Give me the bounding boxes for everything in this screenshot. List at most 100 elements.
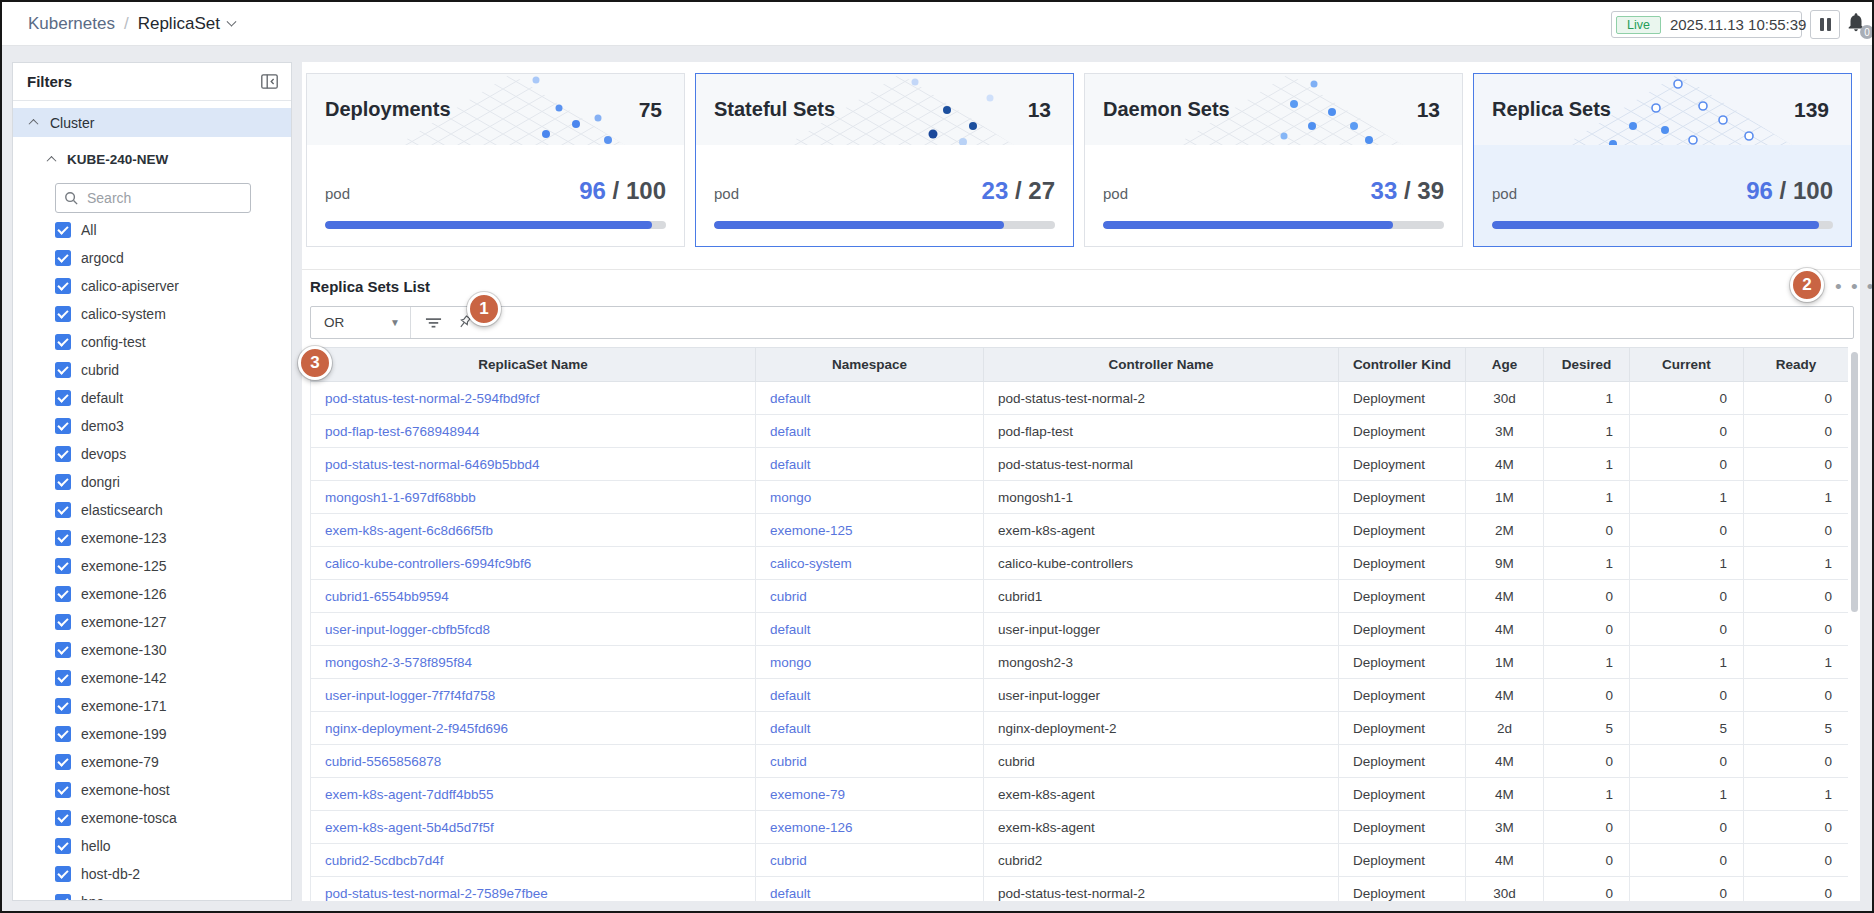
namespace-link[interactable]: default xyxy=(756,679,984,712)
checkbox-checked-icon[interactable] xyxy=(55,670,71,686)
checkbox-checked-icon[interactable] xyxy=(55,866,71,882)
namespace-link[interactable]: calico-system xyxy=(756,547,984,580)
replicaset-name-link[interactable]: user-input-logger-cbfb5fcd8 xyxy=(311,613,756,646)
checkbox-checked-icon[interactable] xyxy=(55,334,71,350)
checkbox-checked-icon[interactable] xyxy=(55,586,71,602)
namespace-filter-item[interactable]: exemone-125 xyxy=(13,552,291,580)
replicaset-name-link[interactable]: cubrid-5565856878 xyxy=(311,745,756,778)
namespace-filter-item[interactable]: exemone-123 xyxy=(13,524,291,552)
checkbox-checked-icon[interactable] xyxy=(55,894,71,901)
sidebar-group-cluster[interactable]: Cluster xyxy=(13,108,291,137)
checkbox-checked-icon[interactable] xyxy=(55,502,71,518)
namespace-search[interactable] xyxy=(55,183,251,213)
card-deployments[interactable]: Deployments 75 pod 96 / 100 xyxy=(306,73,685,247)
namespace-filter-item[interactable]: hello xyxy=(13,832,291,860)
namespace-filter-item[interactable]: exemone-79 xyxy=(13,748,291,776)
namespace-link[interactable]: cubrid xyxy=(756,745,984,778)
checkbox-checked-icon[interactable] xyxy=(55,362,71,378)
col-header-desired[interactable]: Desired xyxy=(1544,348,1630,382)
filter-operator-select[interactable]: OR ▼ xyxy=(311,307,411,338)
checkbox-checked-icon[interactable] xyxy=(55,810,71,826)
namespace-link[interactable]: default xyxy=(756,448,984,481)
checkbox-checked-icon[interactable] xyxy=(55,306,71,322)
namespace-filter-item[interactable]: dongri xyxy=(13,468,291,496)
collapse-panel-icon[interactable] xyxy=(261,74,278,89)
namespace-filter-item[interactable]: exemone-130 xyxy=(13,636,291,664)
checkbox-checked-icon[interactable] xyxy=(55,474,71,490)
replicaset-name-link[interactable]: nginx-deployment-2-f945fd696 xyxy=(311,712,756,745)
namespace-filter-item[interactable]: All xyxy=(13,216,291,244)
col-header-age[interactable]: Age xyxy=(1466,348,1544,382)
replicaset-name-link[interactable]: exem-k8s-agent-6c8d66f5fb xyxy=(311,514,756,547)
checkbox-checked-icon[interactable] xyxy=(55,614,71,630)
replicaset-name-link[interactable]: exem-k8s-agent-7ddff4bb55 xyxy=(311,778,756,811)
live-time-box[interactable]: Live 2025.11.13 10:55:39 xyxy=(1611,11,1802,38)
namespace-filter-item[interactable]: exemone-199 xyxy=(13,720,291,748)
card-daemon-sets[interactable]: Daemon Sets 13 pod 33 / 39 xyxy=(1084,73,1463,247)
card-stateful-sets[interactable]: Stateful Sets 13 pod 23 / 27 xyxy=(695,73,1074,247)
namespace-filter-item[interactable]: exemone-host xyxy=(13,776,291,804)
checkbox-checked-icon[interactable] xyxy=(55,222,71,238)
checkbox-checked-icon[interactable] xyxy=(55,558,71,574)
namespace-link[interactable]: exemone-79 xyxy=(756,778,984,811)
namespace-link[interactable]: default xyxy=(756,382,984,415)
checkbox-checked-icon[interactable] xyxy=(55,530,71,546)
namespace-filter-item[interactable]: default xyxy=(13,384,291,412)
col-header-namespace[interactable]: Namespace xyxy=(756,348,984,382)
namespace-link[interactable]: exemone-125 xyxy=(756,514,984,547)
replicaset-name-link[interactable]: pod-flap-test-6768948944 xyxy=(311,415,756,448)
namespace-filter-item[interactable]: argocd xyxy=(13,244,291,272)
replicaset-name-link[interactable]: pod-status-test-normal-2-7589e7fbee xyxy=(311,877,756,902)
namespace-filter-item[interactable]: exemone-127 xyxy=(13,608,291,636)
col-header-controller-name[interactable]: Controller Name xyxy=(984,348,1339,382)
namespace-link[interactable]: default xyxy=(756,613,984,646)
col-header-ready[interactable]: Ready xyxy=(1744,348,1849,382)
checkbox-checked-icon[interactable] xyxy=(55,754,71,770)
namespace-filter-item[interactable]: exemone-171 xyxy=(13,692,291,720)
search-input[interactable] xyxy=(87,190,227,206)
checkbox-checked-icon[interactable] xyxy=(55,698,71,714)
card-replica-sets[interactable]: Replica Sets 139 pod 96 / 100 xyxy=(1473,73,1852,247)
namespace-link[interactable]: cubrid xyxy=(756,844,984,877)
breadcrumb-root[interactable]: Kubernetes xyxy=(28,14,115,34)
checkbox-checked-icon[interactable] xyxy=(55,726,71,742)
col-header-name[interactable]: ReplicaSet Name xyxy=(311,348,756,382)
replicaset-name-link[interactable]: mongosh2-3-578f895f84 xyxy=(311,646,756,679)
namespace-link[interactable]: default xyxy=(756,877,984,902)
checkbox-checked-icon[interactable] xyxy=(55,250,71,266)
namespace-filter-item[interactable]: devops xyxy=(13,440,291,468)
namespace-link[interactable]: default xyxy=(756,712,984,745)
checkbox-checked-icon[interactable] xyxy=(55,278,71,294)
sidebar-node-cluster-name[interactable]: KUBE-240-NEW xyxy=(13,145,291,174)
namespace-link[interactable]: mongo xyxy=(756,481,984,514)
namespace-filter-item[interactable]: exemone-tosca xyxy=(13,804,291,832)
checkbox-checked-icon[interactable] xyxy=(55,418,71,434)
replicaset-name-link[interactable]: cubrid2-5cdbcb7d4f xyxy=(311,844,756,877)
table-scrollbar-thumb[interactable] xyxy=(1851,352,1858,612)
replicaset-name-link[interactable]: pod-status-test-normal-2-594fbd9fcf xyxy=(311,382,756,415)
namespace-filter-item[interactable]: calico-system xyxy=(13,300,291,328)
col-header-controller-kind[interactable]: Controller Kind xyxy=(1339,348,1466,382)
replicaset-name-link[interactable]: exem-k8s-agent-5b4d5d7f5f xyxy=(311,811,756,844)
replicaset-name-link[interactable]: user-input-logger-7f7f4fd758 xyxy=(311,679,756,712)
namespace-filter-item[interactable]: hpa xyxy=(13,888,291,901)
namespace-filter-item[interactable]: config-test xyxy=(13,328,291,356)
breadcrumb-current-menu[interactable]: ReplicaSet xyxy=(138,14,235,34)
replicaset-name-link[interactable]: calico-kube-controllers-6994fc9bf6 xyxy=(311,547,756,580)
more-menu-icon[interactable]: • • • xyxy=(1835,276,1874,298)
checkbox-checked-icon[interactable] xyxy=(55,390,71,406)
namespace-link[interactable]: exemone-126 xyxy=(756,811,984,844)
checkbox-checked-icon[interactable] xyxy=(55,446,71,462)
checkbox-checked-icon[interactable] xyxy=(55,782,71,798)
filter-list-icon[interactable] xyxy=(425,316,442,330)
namespace-filter-item[interactable]: exemone-142 xyxy=(13,664,291,692)
namespace-link[interactable]: default xyxy=(756,415,984,448)
replicaset-name-link[interactable]: pod-status-test-normal-6469b5bbd4 xyxy=(311,448,756,481)
checkbox-checked-icon[interactable] xyxy=(55,642,71,658)
namespace-filter-item[interactable]: calico-apiserver xyxy=(13,272,291,300)
namespace-filter-item[interactable]: exemone-126 xyxy=(13,580,291,608)
namespace-filter-item[interactable]: elasticsearch xyxy=(13,496,291,524)
col-header-current[interactable]: Current xyxy=(1630,348,1744,382)
pause-button[interactable] xyxy=(1810,10,1840,39)
namespace-link[interactable]: cubrid xyxy=(756,580,984,613)
